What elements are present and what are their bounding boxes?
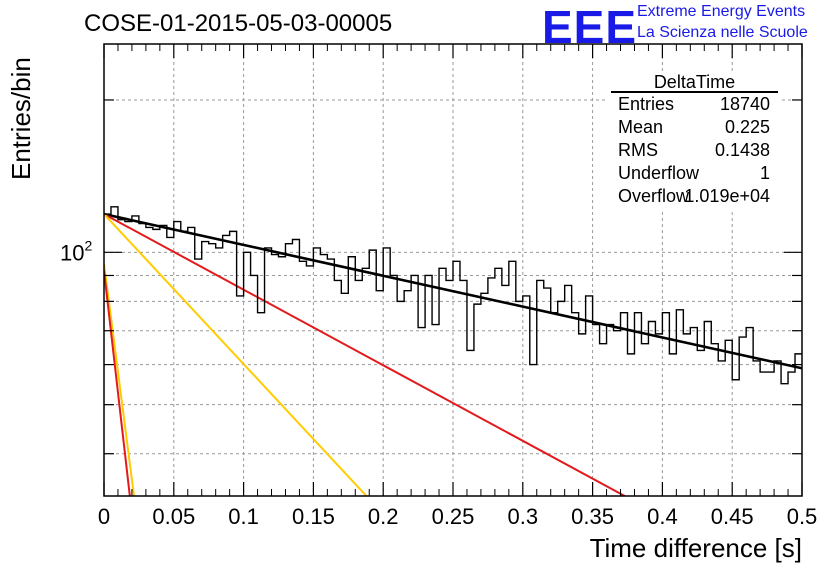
y-tick-exponent: 2 [84, 237, 92, 253]
stats-title: DeltaTime [654, 72, 735, 92]
stats-value: 18740 [720, 94, 770, 114]
x-tick-label: 0.45 [711, 504, 754, 529]
fit-curve-yellow_fast [104, 263, 136, 496]
x-axis-label: Time difference [s] [589, 533, 802, 563]
y-tick-label: 102 [60, 237, 92, 265]
x-tick-label: 0.05 [152, 504, 195, 529]
histogram-line [104, 206, 802, 385]
stats-value: 0.1438 [715, 140, 770, 160]
stats-label: RMS [618, 140, 658, 160]
stats-label: Entries [618, 94, 674, 114]
stats-background [607, 74, 782, 210]
x-tick-label: 0.2 [368, 504, 399, 529]
stats-label: Overflow [618, 186, 690, 206]
x-tick-label: 0.1 [228, 504, 259, 529]
x-tick-label: 0.5 [787, 504, 818, 529]
fit-curves [104, 212, 802, 496]
stats-value: 1.019e+04 [684, 186, 770, 206]
chart-title: COSE-01-2015-05-03-00005 [84, 10, 393, 37]
x-tick-label: 0.35 [571, 504, 614, 529]
logo-line-2: La Scienza nelle Scuole [637, 24, 808, 41]
x-tick-label: 0.3 [508, 504, 539, 529]
x-tick-label: 0 [98, 504, 110, 529]
fit-curve-total [104, 212, 802, 370]
fit-curve-red_fast [104, 270, 131, 496]
histogram [104, 206, 802, 385]
x-tick-label: 0.25 [432, 504, 475, 529]
logo-line-1: Extreme Energy Events [637, 3, 806, 20]
stats-value: 0.225 [725, 117, 770, 137]
x-tick-label: 0.4 [647, 504, 678, 529]
stats-label: Underflow [618, 163, 700, 183]
axes: 0 0.05 0.1 0.15 0.2 0.25 0.3 0.35 0.4 0.45 0.5 102 [60, 44, 817, 529]
fit-curve-red_slow [104, 213, 626, 496]
stats-label: Mean [618, 117, 663, 137]
stats-value: 1 [760, 163, 770, 183]
fit-curve-yellow_mid [104, 213, 368, 496]
x-tick-label: 0.15 [292, 504, 335, 529]
